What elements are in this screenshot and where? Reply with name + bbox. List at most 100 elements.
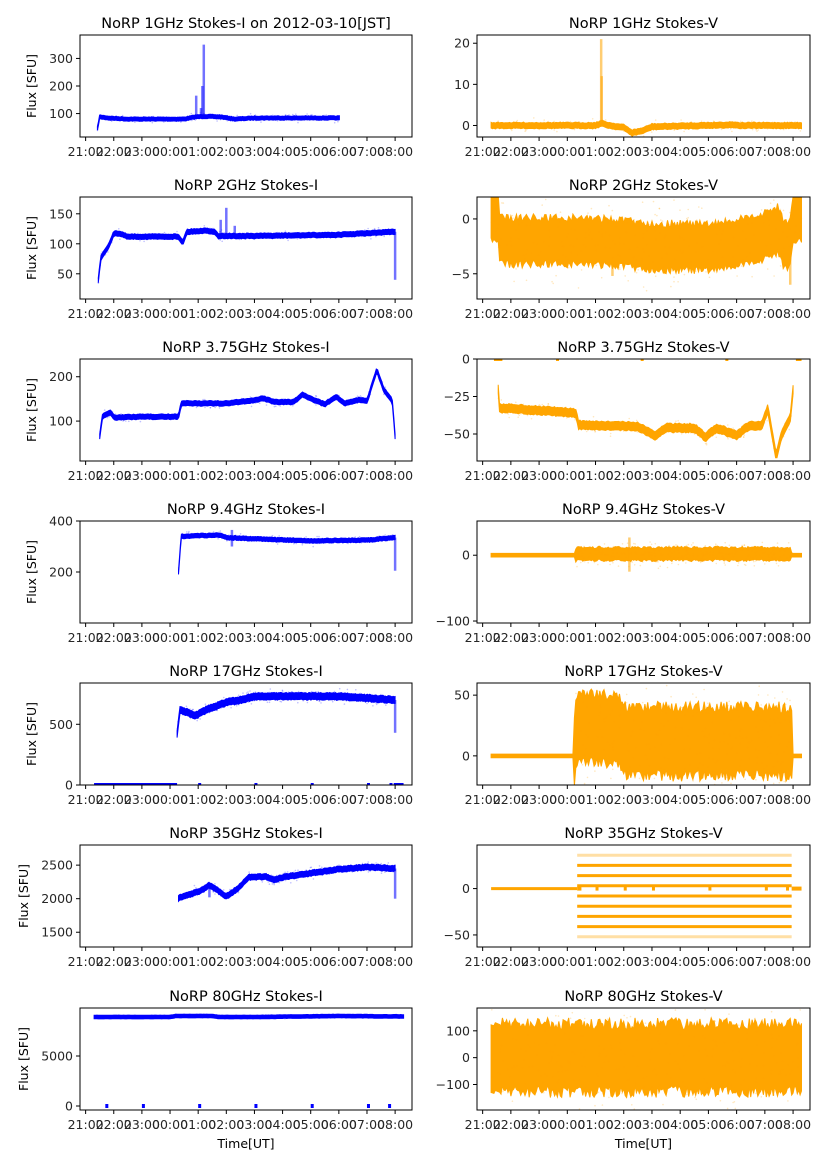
data-point: [657, 561, 659, 563]
data-point: [279, 233, 282, 236]
data-point: [752, 557, 754, 559]
y-tick-label: 200: [49, 79, 73, 94]
data-point: [678, 227, 681, 230]
data-point: [128, 116, 130, 119]
data-point: [788, 715, 790, 718]
data-point: [518, 407, 520, 409]
data-point: [305, 540, 308, 542]
data-point: [139, 420, 142, 423]
data-point: [728, 700, 730, 703]
data-point: [773, 554, 775, 556]
x-tick-label: 08:00: [377, 306, 413, 321]
data-point: [367, 698, 370, 701]
data-point: [729, 719, 732, 721]
data-point: [684, 431, 686, 433]
data-point: [618, 556, 620, 558]
data-point: [392, 534, 395, 537]
data-point: [378, 868, 381, 871]
data-point: [315, 395, 318, 398]
data-point: [681, 727, 684, 730]
data-point: [224, 704, 226, 707]
data-point: [739, 742, 742, 745]
data-point: [783, 1080, 785, 1083]
data-point: [674, 1060, 677, 1063]
data-point: [739, 735, 741, 738]
axes-frame: [79, 196, 413, 300]
data-point: [226, 119, 229, 122]
data-point: [313, 691, 315, 693]
data-point: [245, 399, 247, 402]
data-point: [328, 866, 330, 869]
data-point: [704, 550, 707, 553]
data-point: [654, 435, 657, 437]
data-point: [317, 690, 320, 693]
data-point: [373, 227, 376, 230]
data-point: [377, 862, 379, 865]
data-point: [646, 1075, 649, 1078]
data-point: [750, 739, 753, 742]
data-point: [274, 114, 277, 117]
data-point: [616, 423, 619, 426]
data-point: [558, 413, 560, 416]
data-point: [554, 125, 557, 128]
data-point: [151, 119, 153, 121]
data-point: [585, 245, 587, 248]
data-point: [765, 126, 768, 128]
y-tick-label: 0: [65, 1099, 73, 1114]
data-point: [265, 538, 267, 540]
x-tick-label: 08:00: [775, 1117, 811, 1132]
data-point: [742, 265, 744, 268]
data-point: [670, 127, 672, 130]
data-point: [756, 1065, 758, 1067]
data-point: [294, 1015, 296, 1018]
data-point: [641, 701, 644, 704]
data-point: [593, 755, 596, 757]
data-point: [323, 114, 325, 117]
data-point: [721, 555, 724, 558]
data-point: [384, 1014, 387, 1017]
data-point: [325, 114, 328, 116]
data-point: [338, 687, 341, 690]
data-point: [648, 743, 650, 745]
data-point: [537, 124, 539, 126]
data-point: [354, 233, 357, 236]
data-point: [618, 714, 620, 717]
data-point: [240, 235, 243, 237]
data-point: [587, 561, 589, 564]
data-point: [536, 1027, 538, 1030]
data-point: [212, 230, 215, 232]
data-point: [718, 748, 721, 750]
data-point: [630, 734, 632, 737]
data-point: [306, 701, 309, 704]
data-point: [539, 404, 542, 407]
data-point: [595, 249, 598, 252]
data-point: [779, 208, 782, 211]
data-point: [353, 233, 356, 235]
data-zero-segment: [366, 783, 370, 785]
data-point: [716, 759, 719, 762]
data-point: [685, 427, 688, 430]
data-point: [171, 237, 173, 240]
data-point: [195, 535, 198, 537]
data-point: [721, 232, 723, 235]
data-point: [185, 399, 188, 402]
data-point: [601, 551, 604, 553]
data-point: [730, 1089, 733, 1091]
data-point: [649, 1032, 651, 1035]
data-point: [287, 696, 289, 699]
data-point: [291, 696, 294, 698]
data-point: [769, 255, 772, 258]
data-point: [230, 893, 232, 895]
data-point: [199, 1016, 202, 1019]
data-point: [301, 1016, 304, 1019]
data-point: [235, 1017, 237, 1019]
data-point: [544, 1030, 546, 1032]
y-axis-label: Flux [SFU]: [24, 216, 39, 280]
data-point: [106, 1017, 108, 1020]
data-point: [238, 1016, 241, 1018]
data-point: [321, 1016, 323, 1018]
data-point: [699, 435, 701, 438]
data-point: [528, 1066, 530, 1068]
data-point: [499, 1051, 502, 1053]
data-point: [776, 760, 779, 763]
